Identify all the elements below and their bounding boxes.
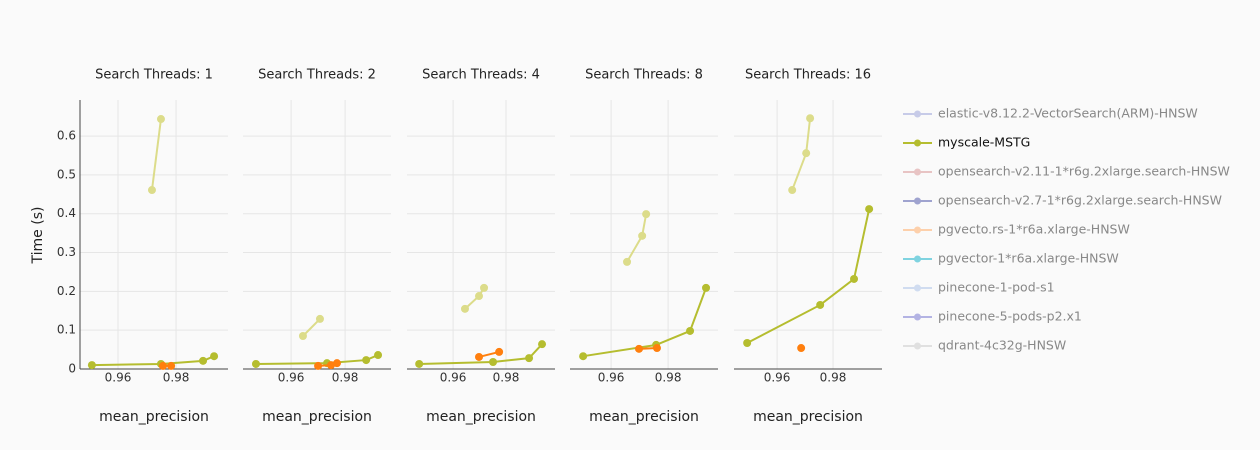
x-tick-label: 0.96	[278, 371, 305, 385]
legend-label[interactable]: opensearch-v2.7-1*r6g.2xlarge.search-HNS…	[938, 193, 1222, 208]
data-point	[374, 351, 383, 360]
legend-label[interactable]: pinecone-5-pods-p2.x1	[938, 309, 1082, 324]
series-line	[150, 118, 162, 191]
data-point	[686, 326, 695, 335]
data-point	[210, 352, 219, 361]
data-point	[816, 300, 825, 309]
legend-swatch-dot	[914, 197, 921, 205]
legend-swatch-dot	[914, 284, 921, 292]
data-point	[332, 359, 341, 368]
legend-label[interactable]: pgvecto.rs-1*r6a.xlarge-HNSW	[938, 222, 1130, 237]
data-point	[156, 115, 165, 124]
data-point	[702, 283, 711, 292]
data-point	[495, 347, 504, 356]
x-tick-label: 0.96	[440, 371, 467, 385]
x-tick-label: 0.98	[163, 371, 190, 385]
legend-label[interactable]: myscale-MSTG	[938, 135, 1030, 150]
series-line	[746, 208, 871, 344]
data-point	[802, 149, 811, 158]
data-point	[415, 359, 424, 368]
x-axis-label: mean_precision	[262, 409, 372, 425]
panel-title: Search Threads: 1	[95, 68, 213, 83]
series-line	[582, 287, 707, 358]
data-point	[638, 231, 647, 240]
legend-label[interactable]: qdrant-4c32g-HNSW	[938, 338, 1066, 353]
x-tick-label: 0.96	[764, 371, 791, 385]
x-axis-label: mean_precision	[753, 409, 863, 425]
panel-title: Search Threads: 2	[258, 68, 376, 83]
legend-swatch-dot	[914, 139, 921, 147]
data-point	[199, 356, 208, 365]
x-axis-label: mean_precision	[99, 409, 209, 425]
data-point	[480, 283, 489, 292]
data-point	[579, 352, 588, 361]
legend-swatch-dot	[914, 110, 921, 118]
data-point	[460, 304, 469, 313]
series-line	[91, 355, 215, 367]
data-point	[475, 292, 484, 301]
data-point	[635, 344, 644, 353]
data-point	[475, 352, 484, 361]
legend-swatch-dot	[914, 168, 921, 176]
y-tick-label: 0	[68, 362, 76, 376]
y-tick-label: 0.2	[57, 284, 76, 298]
legend-label[interactable]: pinecone-1-pod-s1	[938, 280, 1055, 295]
data-point	[788, 186, 797, 195]
data-point	[797, 344, 806, 353]
data-point	[743, 338, 752, 347]
data-point	[167, 361, 176, 370]
x-tick-label: 0.98	[332, 371, 359, 385]
data-point	[87, 361, 96, 370]
x-tick-label: 0.96	[598, 371, 625, 385]
data-point	[251, 359, 260, 368]
legend-swatch-dot	[914, 255, 921, 263]
panel-title: Search Threads: 8	[585, 68, 703, 83]
legend-label[interactable]: elastic-v8.12.2-VectorSearch(ARM)-HNSW	[938, 106, 1198, 121]
y-tick-label: 0.3	[57, 245, 76, 259]
data-point	[623, 257, 632, 266]
series-line	[302, 318, 321, 337]
legend-swatch-dot	[914, 313, 921, 321]
y-tick-label: 0.6	[57, 129, 76, 143]
series-line	[419, 343, 543, 365]
data-point	[314, 361, 323, 370]
data-point	[362, 356, 371, 365]
y-tick-label: 0.5	[57, 167, 76, 181]
data-point	[652, 344, 661, 353]
panel-title: Search Threads: 16	[745, 68, 871, 83]
data-point	[538, 340, 547, 349]
data-point	[525, 354, 534, 363]
legend-label[interactable]: opensearch-v2.11-1*r6g.2xlarge.search-HN…	[938, 164, 1230, 179]
x-axis-label: mean_precision	[426, 409, 536, 425]
legend-label[interactable]: pgvector-1*r6a.xlarge-HNSW	[938, 251, 1119, 266]
legend-swatch-dot	[914, 342, 921, 350]
panel-title: Search Threads: 4	[422, 68, 540, 83]
x-axis-label: mean_precision	[589, 409, 699, 425]
y-tick-label: 0.4	[57, 206, 76, 220]
x-tick-label: 0.98	[493, 371, 520, 385]
data-point	[642, 210, 651, 219]
data-point	[158, 361, 167, 370]
y-axis-label: Time (s)	[30, 207, 46, 265]
data-point	[806, 114, 815, 123]
legend-swatch-dot	[914, 226, 921, 234]
series-line	[255, 354, 379, 365]
y-tick-label: 0.1	[57, 323, 76, 337]
data-point	[147, 186, 156, 195]
x-tick-label: 0.98	[655, 371, 682, 385]
x-tick-label: 0.98	[820, 371, 847, 385]
data-point	[298, 332, 307, 341]
data-point	[850, 274, 859, 283]
x-tick-label: 0.96	[105, 371, 132, 385]
data-point	[489, 358, 498, 367]
data-point	[865, 205, 874, 214]
data-point	[315, 314, 324, 323]
